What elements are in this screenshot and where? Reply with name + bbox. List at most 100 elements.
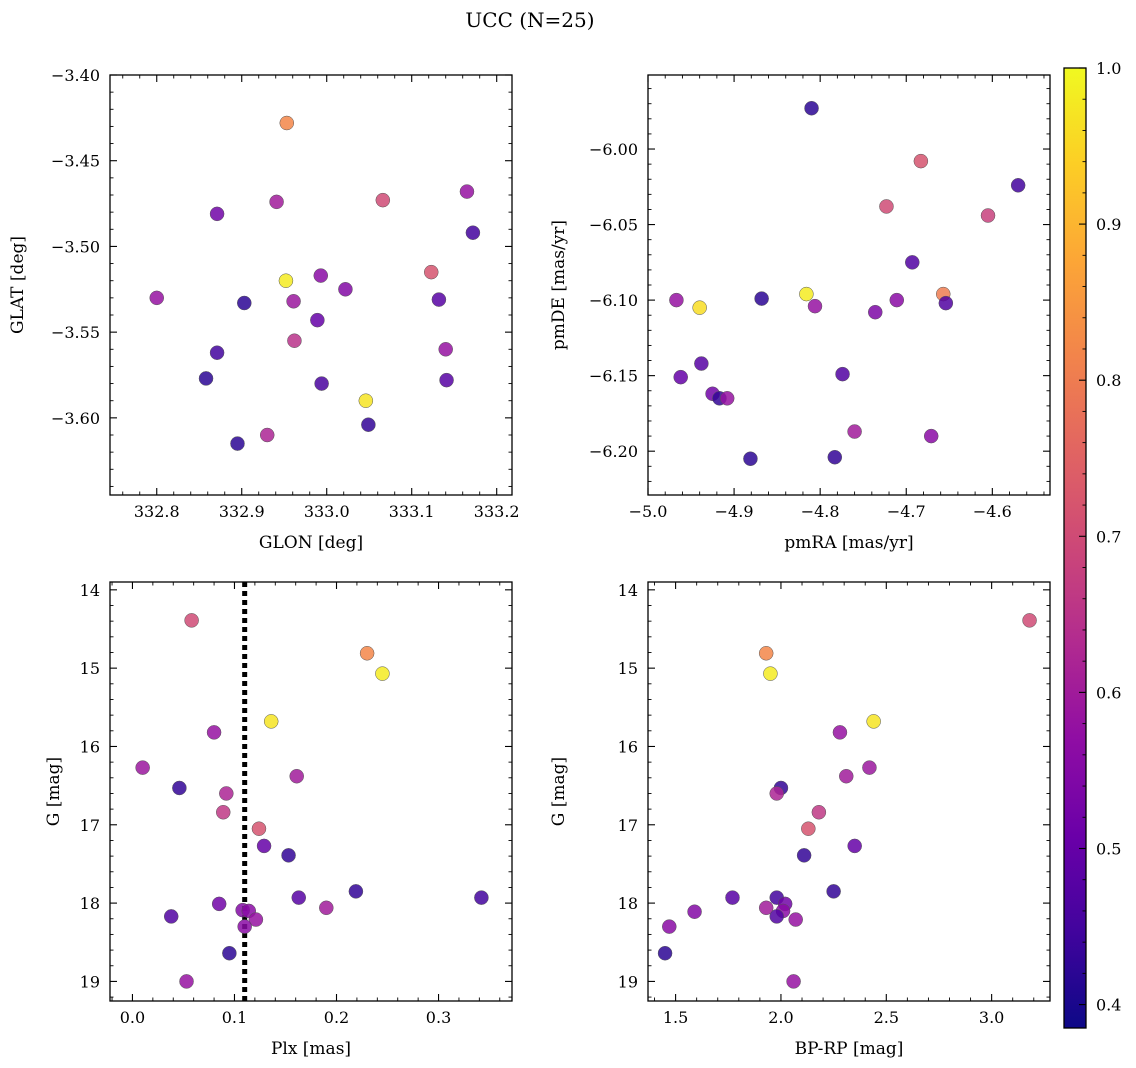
bprp-g-panel: 1.5 2.0 2.5 3.0 14 15 16 17 18 19 BP-RP [mag] G [ma… bbox=[549, 581, 1051, 1059]
data-point bbox=[847, 424, 862, 439]
figure-title: UCC (N=25) bbox=[465, 8, 594, 32]
y-tick-label: −6.20 bbox=[589, 442, 638, 461]
data-point bbox=[424, 264, 439, 280]
data-point bbox=[862, 760, 877, 775]
y-tick-label: 17 bbox=[80, 816, 100, 835]
data-point bbox=[769, 786, 784, 801]
pmra-pmde-panel: −5.0 −4.9 −4.8 −4.7 −4.6 −6.20 −6.15 −6.10 −6.05… bbox=[549, 74, 1051, 553]
data-point bbox=[230, 436, 245, 451]
data-point bbox=[913, 153, 929, 169]
y-tick-label: 16 bbox=[618, 737, 638, 756]
y-tick-label: 15 bbox=[80, 659, 100, 678]
x-axis-label: BP-RP [mag] bbox=[795, 1039, 904, 1059]
x-tick-label: 2.0 bbox=[768, 1008, 793, 1027]
data-point bbox=[807, 298, 823, 314]
x-axis-label: pmRA [mas/yr] bbox=[784, 533, 913, 553]
data-point bbox=[847, 838, 862, 854]
x-tick-label: 332.8 bbox=[134, 502, 180, 521]
x-tick-label: 333.2 bbox=[474, 502, 520, 521]
data-point bbox=[163, 909, 179, 924]
y-tick-label: −3.60 bbox=[51, 409, 100, 428]
y-tick-label: −6.05 bbox=[589, 216, 638, 235]
data-point bbox=[725, 890, 740, 905]
y-tick-label: 18 bbox=[618, 894, 638, 913]
data-point bbox=[438, 342, 453, 357]
data-point bbox=[786, 974, 801, 989]
x-tick-label: −4.7 bbox=[887, 502, 926, 521]
x-axis-label: Plx [mas] bbox=[271, 1039, 351, 1059]
data-point bbox=[313, 268, 329, 283]
y-tick-label: −6.10 bbox=[589, 291, 638, 310]
data-point bbox=[769, 909, 784, 924]
data-point bbox=[216, 805, 231, 820]
data-point bbox=[289, 768, 304, 784]
colorbar: 0.4 0.5 0.6 0.7 0.8 0.9 1.0 bbox=[1063, 59, 1121, 1029]
data-point bbox=[237, 919, 252, 934]
data-point bbox=[278, 273, 294, 288]
data-point bbox=[832, 725, 848, 740]
data-point bbox=[358, 393, 374, 408]
y-tick-label: 14 bbox=[618, 581, 638, 600]
x-tick-label: 1.5 bbox=[663, 1008, 688, 1027]
data-point bbox=[269, 194, 284, 210]
data-point bbox=[673, 369, 688, 385]
y-axis-label: G [mag] bbox=[44, 757, 64, 826]
axes-frame bbox=[109, 74, 513, 496]
data-point bbox=[719, 391, 735, 406]
data-point bbox=[763, 666, 778, 681]
glon-glat-panel: 332.8 332.9 333.0 333.1 333.2 −3.60 −3.55 −3.50… bbox=[8, 66, 520, 553]
colorbar-tick-label: 0.9 bbox=[1096, 215, 1121, 234]
data-point bbox=[149, 290, 164, 306]
data-point bbox=[237, 295, 252, 311]
data-point bbox=[694, 356, 709, 371]
data-point bbox=[256, 838, 272, 854]
x-tick-label: −4.8 bbox=[801, 502, 840, 521]
data-point bbox=[758, 900, 774, 916]
data-point bbox=[179, 974, 194, 989]
x-tick-label: 0.2 bbox=[324, 1008, 349, 1027]
axes-frame bbox=[109, 581, 513, 1002]
colorbar-tick-label: 0.4 bbox=[1096, 996, 1121, 1015]
colorbar-tick-label: 1.0 bbox=[1096, 59, 1121, 78]
data-point bbox=[1022, 613, 1037, 628]
x-tick-label: 333.0 bbox=[304, 502, 350, 521]
y-tick-label: −3.50 bbox=[51, 237, 100, 256]
data-point bbox=[788, 912, 803, 927]
data-point bbox=[198, 371, 214, 386]
data-point bbox=[866, 714, 881, 729]
data-point bbox=[868, 304, 883, 320]
data-point bbox=[338, 282, 353, 297]
y-tick-label: −3.45 bbox=[51, 152, 100, 171]
data-point bbox=[743, 451, 758, 466]
y-tick-label: 15 bbox=[618, 659, 638, 678]
colorbar-tick-label: 0.8 bbox=[1096, 371, 1121, 390]
data-point bbox=[348, 884, 364, 899]
x-tick-label: 0.3 bbox=[426, 1008, 451, 1027]
data-point bbox=[662, 919, 677, 934]
y-tick-label: 14 bbox=[80, 581, 100, 600]
data-point bbox=[811, 805, 827, 820]
data-point bbox=[222, 945, 237, 961]
data-point bbox=[206, 725, 222, 740]
data-point bbox=[287, 333, 302, 348]
data-point bbox=[826, 884, 841, 899]
data-point bbox=[251, 821, 267, 836]
data-point bbox=[291, 890, 307, 905]
data-point bbox=[923, 428, 939, 444]
data-point bbox=[219, 786, 234, 801]
data-point bbox=[889, 292, 905, 308]
y-tick-label: −3.55 bbox=[51, 323, 100, 342]
y-tick-label: 17 bbox=[618, 816, 638, 835]
data-point bbox=[259, 427, 275, 443]
y-tick-label: 19 bbox=[80, 972, 100, 991]
data-point bbox=[375, 666, 390, 681]
x-axis-label: GLON [deg] bbox=[259, 533, 363, 553]
data-point bbox=[286, 294, 301, 309]
data-point bbox=[905, 255, 920, 270]
y-axis-label: G [mag] bbox=[549, 757, 569, 826]
data-point bbox=[211, 896, 227, 912]
data-point bbox=[799, 286, 814, 302]
x-tick-label: −4.6 bbox=[973, 502, 1012, 521]
x-tick-label: −4.9 bbox=[715, 502, 754, 521]
